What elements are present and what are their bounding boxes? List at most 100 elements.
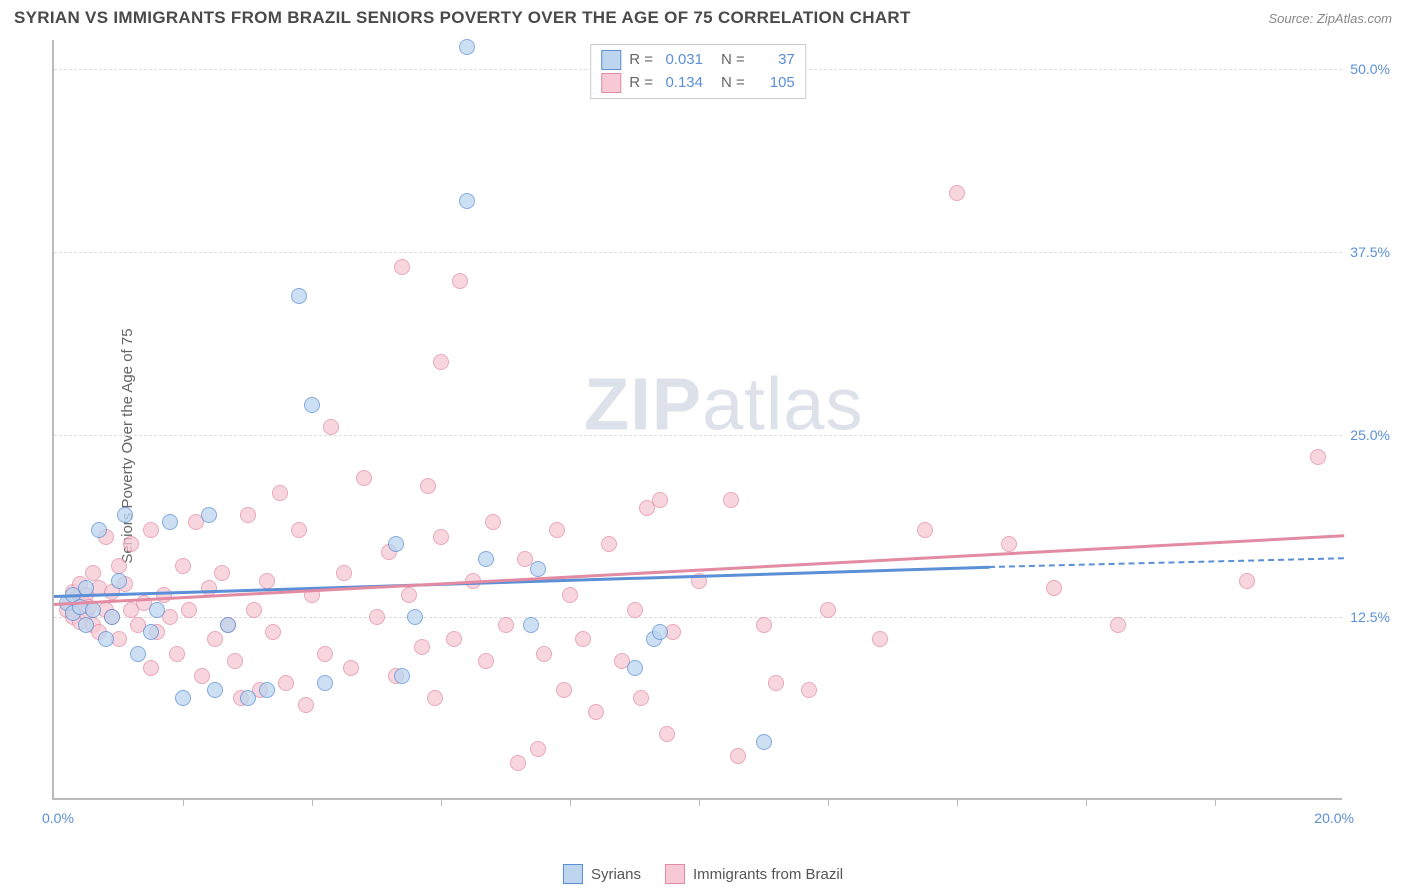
data-point xyxy=(556,682,572,698)
data-point xyxy=(549,522,565,538)
data-point xyxy=(388,536,404,552)
data-point xyxy=(143,660,159,676)
grid-line xyxy=(54,252,1342,253)
data-point xyxy=(220,617,236,633)
data-point xyxy=(485,514,501,530)
y-tick-label: 50.0% xyxy=(1350,61,1390,77)
x-tick xyxy=(1215,798,1216,806)
data-point xyxy=(459,193,475,209)
data-point xyxy=(872,631,888,647)
plot-region: ZIPatlas R =0.031N =37R =0.134N =105 0.0… xyxy=(52,40,1342,800)
data-point xyxy=(452,273,468,289)
data-point xyxy=(149,602,165,618)
y-tick-label: 37.5% xyxy=(1350,244,1390,260)
data-point xyxy=(123,536,139,552)
data-point xyxy=(1239,573,1255,589)
data-point xyxy=(298,697,314,713)
r-value: 0.031 xyxy=(661,49,703,72)
n-value: 105 xyxy=(753,72,795,95)
data-point xyxy=(317,675,333,691)
data-point xyxy=(659,726,675,742)
data-point xyxy=(478,653,494,669)
legend-item: Immigrants from Brazil xyxy=(665,864,843,884)
y-tick-label: 12.5% xyxy=(1350,609,1390,625)
data-point xyxy=(1001,536,1017,552)
data-point xyxy=(575,631,591,647)
data-point xyxy=(278,675,294,691)
x-tick xyxy=(957,798,958,806)
data-point xyxy=(259,573,275,589)
data-point xyxy=(143,522,159,538)
trend-line xyxy=(54,566,989,598)
legend-series: Syrians Immigrants from Brazil xyxy=(563,864,843,884)
data-point xyxy=(433,529,449,545)
data-point xyxy=(78,617,94,633)
data-point xyxy=(304,397,320,413)
legend-stat-row: R =0.134N =105 xyxy=(601,72,795,95)
data-point xyxy=(130,646,146,662)
x-tick xyxy=(1086,798,1087,806)
legend-swatch xyxy=(601,50,621,70)
data-point xyxy=(627,660,643,676)
data-point xyxy=(498,617,514,633)
data-point xyxy=(588,704,604,720)
data-point xyxy=(401,587,417,603)
data-point xyxy=(562,587,578,603)
data-point xyxy=(478,551,494,567)
data-point xyxy=(652,624,668,640)
data-point xyxy=(111,558,127,574)
data-point xyxy=(369,609,385,625)
data-point xyxy=(85,602,101,618)
data-point xyxy=(407,609,423,625)
trend-line xyxy=(989,557,1344,568)
data-point xyxy=(756,617,772,633)
y-tick-label: 25.0% xyxy=(1350,427,1390,443)
legend-label: Immigrants from Brazil xyxy=(693,866,843,883)
data-point xyxy=(601,536,617,552)
data-point xyxy=(175,690,191,706)
data-point xyxy=(240,507,256,523)
data-point xyxy=(317,646,333,662)
data-point xyxy=(265,624,281,640)
data-point xyxy=(446,631,462,647)
data-point xyxy=(801,682,817,698)
data-point xyxy=(723,492,739,508)
data-point xyxy=(156,587,172,603)
x-tick xyxy=(570,798,571,806)
data-point xyxy=(420,478,436,494)
data-point xyxy=(181,602,197,618)
data-point xyxy=(510,755,526,771)
data-point xyxy=(111,573,127,589)
data-point xyxy=(414,639,430,655)
data-point xyxy=(98,631,114,647)
data-point xyxy=(652,492,668,508)
legend-stat-row: R =0.031N =37 xyxy=(601,49,795,72)
legend-swatch xyxy=(601,73,621,93)
legend-item: Syrians xyxy=(563,864,641,884)
data-point xyxy=(207,682,223,698)
data-point xyxy=(730,748,746,764)
n-label: N = xyxy=(721,72,745,95)
data-point xyxy=(459,39,475,55)
x-tick xyxy=(312,798,313,806)
chart-area: ZIPatlas R =0.031N =37R =0.134N =105 0.0… xyxy=(52,40,1392,830)
chart-header: SYRIAN VS IMMIGRANTS FROM BRAZIL SENIORS… xyxy=(14,8,1392,28)
grid-line xyxy=(54,435,1342,436)
data-point xyxy=(169,646,185,662)
data-point xyxy=(394,259,410,275)
data-point xyxy=(343,660,359,676)
watermark: ZIPatlas xyxy=(584,361,863,446)
data-point xyxy=(1310,449,1326,465)
data-point xyxy=(394,668,410,684)
data-point xyxy=(1046,580,1062,596)
data-point xyxy=(259,682,275,698)
data-point xyxy=(207,631,223,647)
data-point xyxy=(85,565,101,581)
data-point xyxy=(949,185,965,201)
r-value: 0.134 xyxy=(661,72,703,95)
data-point xyxy=(194,668,210,684)
data-point xyxy=(201,507,217,523)
legend-swatch xyxy=(563,864,583,884)
data-point xyxy=(272,485,288,501)
data-point xyxy=(768,675,784,691)
